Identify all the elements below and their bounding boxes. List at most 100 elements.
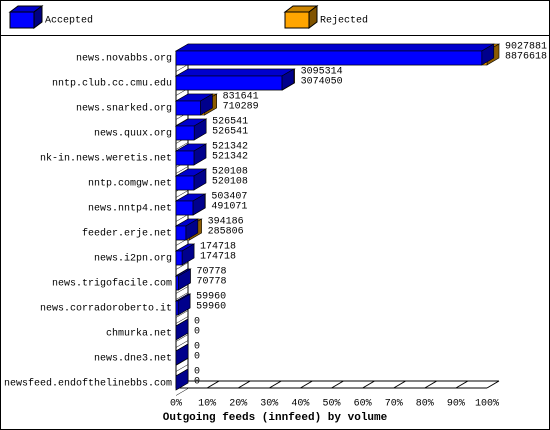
- value-label: 0: [194, 342, 200, 353]
- y-tick-label: nk-in.news.weretis.net: [40, 153, 172, 165]
- value-label: 59960: [196, 302, 226, 313]
- wall-hatch: [175, 64, 189, 72]
- value-label: 503407: [211, 192, 247, 203]
- bar: [174, 268, 192, 291]
- bar: [175, 318, 189, 341]
- legend-swatch: [284, 11, 310, 29]
- y-tick-label: news.novabbs.org: [76, 53, 172, 65]
- value-label: 174718: [200, 242, 236, 253]
- x-tick-label: 80%: [416, 399, 434, 410]
- x-tick: [455, 380, 469, 389]
- bar-top: [174, 43, 495, 52]
- wall-hatch: [175, 334, 189, 342]
- wall-hatch: [175, 262, 189, 270]
- bar: [175, 343, 189, 366]
- x-tick-label: 30%: [260, 399, 278, 410]
- wall-hatch: [175, 310, 189, 318]
- y-tick-label: newsfeed.endofthelinebbs.com: [4, 378, 172, 390]
- x-tick: [237, 380, 251, 389]
- value-label: 710289: [223, 102, 259, 113]
- y-tick-label: news.corradoroberto.it: [40, 303, 172, 315]
- wall-hatch: [175, 358, 189, 366]
- bar: [174, 143, 208, 166]
- y-tick-label: news.trigofacile.com: [52, 278, 172, 290]
- x-tick-label: 60%: [354, 399, 372, 410]
- wall-hatch: [175, 364, 189, 372]
- bar-front: [175, 300, 179, 316]
- wall-hatch: [175, 118, 189, 126]
- y-tick-label: feeder.erje.net: [82, 228, 172, 240]
- x-tick-label: 40%: [291, 399, 309, 410]
- y-tick-label: chmurka.net: [106, 328, 172, 340]
- y-tick-label: news.i2pn.org: [94, 253, 172, 265]
- value-label: 285806: [208, 227, 244, 238]
- bar-front: [175, 250, 183, 266]
- bar-front: [175, 175, 195, 191]
- legend-item: Rejected: [283, 5, 368, 29]
- x-tick-label: 10%: [198, 399, 216, 410]
- bar-front: [175, 100, 201, 116]
- bar-front: [175, 125, 195, 141]
- y-tick-label: nntp.comgw.net: [88, 179, 172, 190]
- bar-front: [175, 75, 283, 91]
- y-tick-label: news.quux.org: [94, 129, 172, 140]
- chart-title: Outgoing feeds (innfeed) by volume: [163, 412, 388, 424]
- bar-side: [175, 368, 189, 391]
- x-tick: [300, 380, 313, 389]
- bar-front: [175, 275, 179, 291]
- legend-item: Accepted: [8, 5, 93, 29]
- wall-hatch: [175, 214, 189, 222]
- value-label: 0: [194, 352, 200, 363]
- value-label: 0: [194, 377, 200, 388]
- value-label: 526541: [212, 127, 248, 138]
- y-tick-label: news.snarked.org: [76, 103, 172, 115]
- x-tick-label: 100%: [475, 399, 499, 410]
- value-label: 59960: [196, 292, 226, 303]
- value-label: 520108: [212, 177, 248, 188]
- x-tick-label: 70%: [385, 399, 403, 410]
- value-label: 70778: [196, 277, 226, 288]
- value-label: 70778: [196, 267, 226, 278]
- bar-side: [175, 318, 189, 341]
- x-tick-label: 50%: [322, 399, 340, 410]
- value-label: 520108: [212, 167, 248, 178]
- bar: [174, 68, 296, 91]
- bar: [175, 368, 189, 391]
- wall-hatch: [175, 388, 189, 396]
- bar: [174, 218, 199, 241]
- bar-front: [175, 150, 195, 166]
- value-label: 3095314: [301, 67, 343, 78]
- value-label: 831641: [223, 92, 259, 103]
- value-label: 174718: [200, 252, 236, 263]
- value-label: 9027881: [505, 42, 547, 53]
- bar-front: [175, 200, 194, 216]
- legend-label: Rejected: [320, 15, 368, 27]
- bar: [174, 193, 207, 216]
- bar-top: [174, 68, 296, 77]
- bar: [174, 43, 495, 66]
- value-label: 521342: [212, 142, 248, 153]
- x-tick: [486, 380, 500, 389]
- bar: [174, 93, 214, 116]
- legend-swatch: [9, 11, 35, 29]
- x-tick-label: 20%: [229, 399, 247, 410]
- x-tick-label: 0%: [170, 399, 182, 410]
- wall-hatch: [175, 142, 189, 150]
- wall-hatch: [175, 166, 189, 174]
- y-tick-label: news.dne3.net: [94, 353, 172, 365]
- x-tick-label: 90%: [447, 399, 465, 410]
- value-label: 8876618: [505, 52, 547, 63]
- wall-hatch: [175, 268, 189, 276]
- wall-hatch: [175, 292, 189, 300]
- wall-hatch: [175, 190, 189, 198]
- value-label: 491071: [211, 202, 247, 213]
- bar-front: [175, 50, 483, 66]
- value-label: 0: [194, 367, 200, 378]
- wall-hatch: [175, 340, 189, 348]
- value-label: 3074050: [301, 77, 343, 88]
- bar: [174, 118, 208, 141]
- y-tick-label: news.nntp4.net: [88, 204, 172, 215]
- value-label: 0: [194, 327, 200, 338]
- bar: [174, 168, 208, 191]
